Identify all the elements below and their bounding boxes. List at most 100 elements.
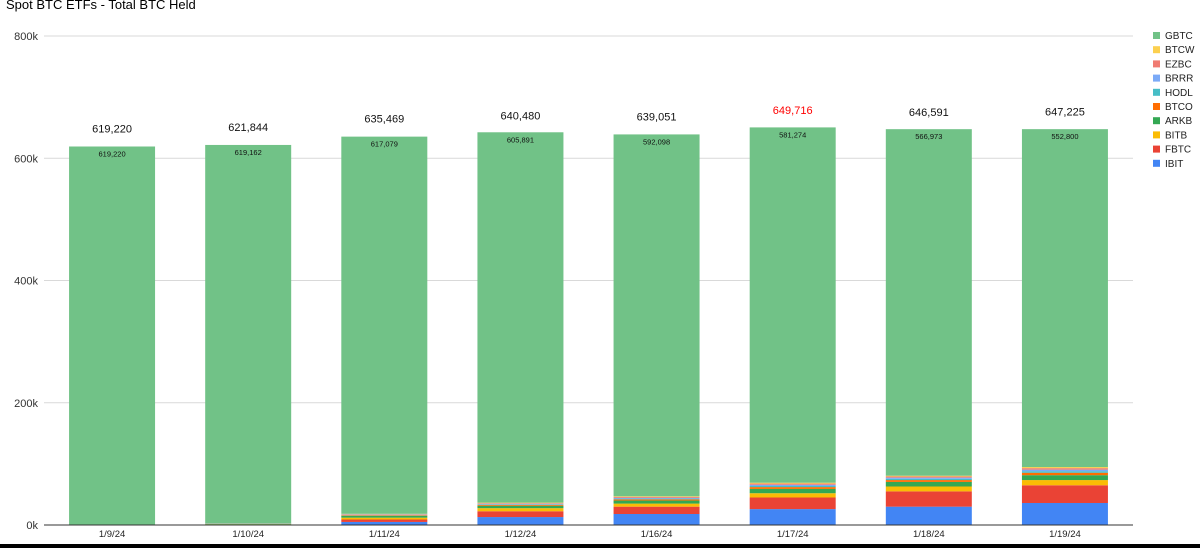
bar-segment-fbtc	[749, 497, 836, 510]
bar-segment-btco	[341, 515, 428, 516]
total-value-label: 639,051	[637, 111, 677, 123]
legend-label: BRRR	[1165, 74, 1193, 85]
bar-segment-arkb	[749, 488, 836, 494]
legend-swatch	[1153, 145, 1160, 153]
bar-segment-ezbc	[749, 483, 836, 485]
legend-label: BTCO	[1165, 102, 1193, 113]
bar-segment-btcw	[1021, 467, 1108, 469]
chart-title: Spot BTC ETFs - Total BTC Held	[6, 0, 196, 12]
bar-segment-hodl	[749, 486, 836, 488]
gbtc-value-label: 566,973	[915, 132, 942, 141]
gbtc-value-label: 605,891	[507, 135, 534, 144]
bar-segment-hodl	[1021, 471, 1108, 473]
total-value-label: 635,469	[364, 114, 404, 126]
x-tick-label: 1/11/24	[369, 529, 400, 540]
bar-segment-gbtc	[885, 129, 972, 476]
bar-segment-gbtc	[1021, 129, 1108, 468]
bar-segment-btco	[613, 499, 700, 501]
gbtc-value-label: 619,220	[99, 150, 126, 159]
legend-swatch	[1153, 159, 1160, 167]
bar-segment-arkb	[341, 515, 428, 518]
bar-segment-brrr	[885, 477, 972, 479]
legend-label: ARKB	[1165, 116, 1193, 127]
total-value-label: 621,844	[228, 122, 268, 134]
gbtc-value-label: 619,162	[235, 148, 262, 157]
bar-segment-btcw	[613, 496, 700, 497]
legend-swatch	[1153, 60, 1160, 68]
legend-label: GBTC	[1165, 31, 1193, 42]
bar-segment-hodl	[885, 478, 972, 481]
bar-segment-fbtc	[885, 491, 972, 507]
bar-segment-gbtc	[69, 146, 156, 525]
bar-segment-fbtc	[1021, 485, 1108, 503]
y-tick-label: 800k	[14, 31, 38, 43]
x-tick-label: 1/12/24	[505, 529, 537, 540]
gbtc-value-label: 581,274	[779, 130, 806, 139]
x-tick-label: 1/17/24	[777, 529, 809, 540]
bar-segment-brrr	[1021, 469, 1108, 472]
legend: GBTC BTCW EZBC BRRR HODL BTCO ARKB BITB FBTC IBIT	[1153, 31, 1195, 170]
gbtc-value-label: 592,098	[643, 137, 670, 146]
x-tick-label: 1/18/24	[913, 529, 945, 540]
bar-segment-arkb	[885, 481, 972, 487]
bar-segment-arkb	[1021, 475, 1108, 481]
bar-segment-ibit	[341, 521, 428, 525]
bar-segment-ibit	[1021, 502, 1108, 525]
bar-segment-gbtc	[477, 132, 564, 503]
bar-segment-ezbc	[1021, 468, 1108, 470]
bar-segment-btcw	[885, 475, 972, 477]
bar-stacks	[69, 127, 1108, 525]
bar-segment-bitb	[749, 493, 836, 498]
bar-segment-ibit	[885, 506, 972, 525]
legend-label: HODL	[1165, 88, 1193, 99]
legend-swatch	[1153, 74, 1160, 82]
bar-segment-fbtc	[477, 511, 564, 518]
bar-segment-gbtc	[205, 144, 292, 524]
x-tick-label: 1/10/24	[232, 529, 264, 540]
y-tick-label: 200k	[14, 398, 38, 410]
legend-swatch	[1153, 32, 1160, 39]
bar-segment-btcw	[749, 482, 836, 484]
legend-swatch	[1153, 117, 1160, 125]
bar-segment-hodl	[613, 498, 700, 500]
bar-segment-ezbc	[613, 496, 700, 498]
data-labels: 619,220 619,220 619,162 621,844 617,079 635,4…	[92, 105, 1085, 159]
bar-segment-btco	[1021, 472, 1108, 476]
bar-segment-bitb	[613, 503, 700, 507]
bar-segment-btco	[885, 480, 972, 482]
total-value-label: 619,220	[92, 124, 132, 136]
bar-segment-brrr	[613, 497, 700, 499]
y-tick-label: 400k	[14, 276, 38, 288]
bar-segment-bitb	[885, 486, 972, 492]
bar-segment-gbtc	[341, 136, 428, 514]
gbtc-value-label: 552,800	[1051, 132, 1078, 141]
y-tick-label: 0k	[26, 520, 38, 532]
bar-segment-arkb	[613, 500, 700, 504]
bar-segment-brrr	[749, 484, 836, 487]
legend-label: FBTC	[1165, 145, 1191, 156]
bar-segment-bitb	[477, 508, 564, 512]
bar-segment-gbtc	[613, 134, 700, 497]
bar-segment-gbtc	[749, 127, 836, 483]
bar-segment-btco	[477, 504, 564, 506]
total-value-label: 646,591	[909, 107, 949, 119]
bar-segment-hodl	[477, 504, 564, 505]
bar-segment-btco	[749, 487, 836, 489]
legend-swatch	[1153, 88, 1160, 96]
legend-swatch	[1153, 46, 1160, 54]
bar-segment-ibit	[749, 509, 836, 525]
bar-segment-ezbc	[477, 503, 564, 504]
bottom-border	[0, 544, 1200, 548]
legend-label: BTCW	[1165, 45, 1195, 56]
gbtc-value-label: 617,079	[371, 140, 398, 149]
legend-swatch	[1153, 131, 1160, 139]
legend-label: BITB	[1165, 130, 1188, 141]
total-value-label: 649,716	[773, 105, 813, 117]
bar-segment-fbtc	[613, 506, 700, 514]
axes: 0k 200k 400k 600k 800k 1/9/24 1/10/24 1/11/24 1/…	[14, 31, 1133, 540]
bar-segment-ibit	[477, 517, 564, 525]
total-value-label: 647,225	[1045, 106, 1085, 118]
x-tick-label: 1/19/24	[1049, 529, 1081, 540]
legend-label: EZBC	[1165, 59, 1192, 70]
